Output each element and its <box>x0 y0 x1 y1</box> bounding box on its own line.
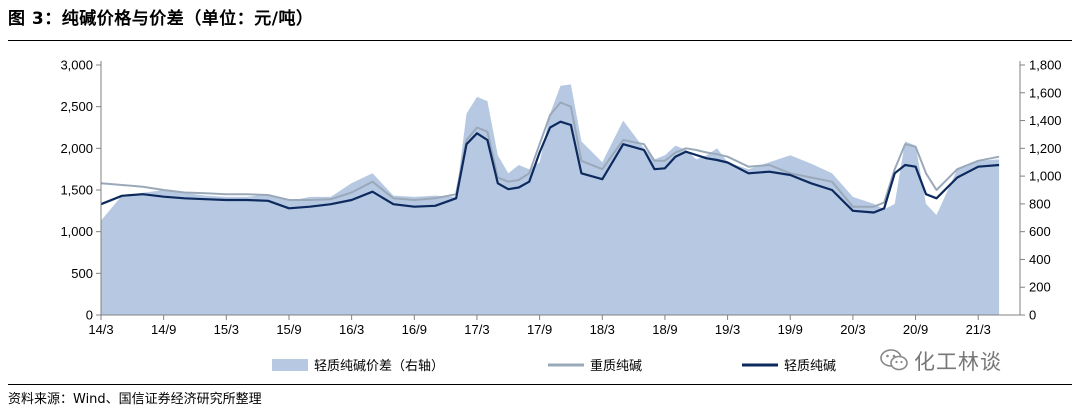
y-left-tick-label: 0 <box>86 308 93 323</box>
y-left-tick-label: 1,000 <box>60 224 93 239</box>
x-tick-label: 17/3 <box>464 322 489 337</box>
source-divider <box>8 384 1072 385</box>
y-right-tick-label: 1,200 <box>1029 141 1062 156</box>
legend-swatch-spread <box>272 359 308 371</box>
x-tick-label: 16/3 <box>339 322 364 337</box>
x-tick-label: 14/3 <box>88 322 113 337</box>
spread-area-layer <box>101 84 1000 316</box>
price-lines-layer <box>100 101 1000 214</box>
y-right-tick-label: 400 <box>1029 252 1051 267</box>
x-tick-label: 19/9 <box>778 322 803 337</box>
y-right-tick-label: 600 <box>1029 224 1051 239</box>
page-title: 图 3：纯碱价格与价差（单位：元/吨） <box>8 9 314 29</box>
y-right-tick-label: 800 <box>1029 196 1051 211</box>
axes-layer: 0 500 1,000 1,500 2,000 2,500 3,000 0 200 400 600 8… <box>60 58 1061 338</box>
light-soda-line <box>100 120 1000 214</box>
heavy-soda-line <box>100 101 1000 208</box>
x-tick-label: 17/9 <box>527 322 552 337</box>
legend-label: 轻质纯碱价差（右轴） <box>314 359 444 374</box>
x-tick-label: 19/3 <box>715 322 740 337</box>
price-chart: 0 500 1,000 1,500 2,000 2,500 3,000 0 200 400 600 8… <box>60 58 1061 375</box>
legend-label: 轻质纯碱 <box>784 359 836 374</box>
x-tick-label: 18/3 <box>590 322 615 337</box>
spread-area <box>101 84 1000 316</box>
y-right-tick-label: 1,800 <box>1029 58 1062 73</box>
legend-label: 重质纯碱 <box>590 358 642 374</box>
x-tick-label: 21/3 <box>966 322 991 337</box>
y-right-tick-label: 1,600 <box>1029 85 1062 100</box>
y-left-tick-label: 1,500 <box>60 183 93 198</box>
y-left-tick-label: 2,500 <box>60 99 93 114</box>
x-tick-label: 15/3 <box>214 322 239 337</box>
y-left-tick-label: 2,000 <box>60 141 93 156</box>
x-tick-label: 15/9 <box>276 322 301 337</box>
x-tick-label: 18/9 <box>652 322 677 337</box>
x-tick-label: 20/3 <box>840 322 865 337</box>
y-right-tick-label: 0 <box>1029 308 1036 323</box>
y-left-tick-label: 3,000 <box>60 58 93 73</box>
y-right-tick-label: 200 <box>1029 280 1051 295</box>
y-left-tick-label: 500 <box>71 266 93 281</box>
x-tick-label: 16/9 <box>402 322 427 337</box>
watermark-text: 化工林谈 <box>914 350 1002 374</box>
x-tick-label: 14/9 <box>151 322 176 337</box>
source-note: 资料来源：Wind、国信证券经济研究所整理 <box>8 392 262 407</box>
x-tick-label: 20/9 <box>903 322 928 337</box>
wechat-icon <box>880 349 908 371</box>
title-divider <box>8 40 1072 41</box>
y-right-tick-label: 1,400 <box>1029 113 1062 128</box>
legend: 轻质纯碱价差（右轴） 重质纯碱 轻质纯碱 <box>272 358 836 374</box>
y-right-tick-label: 1,000 <box>1029 169 1062 184</box>
